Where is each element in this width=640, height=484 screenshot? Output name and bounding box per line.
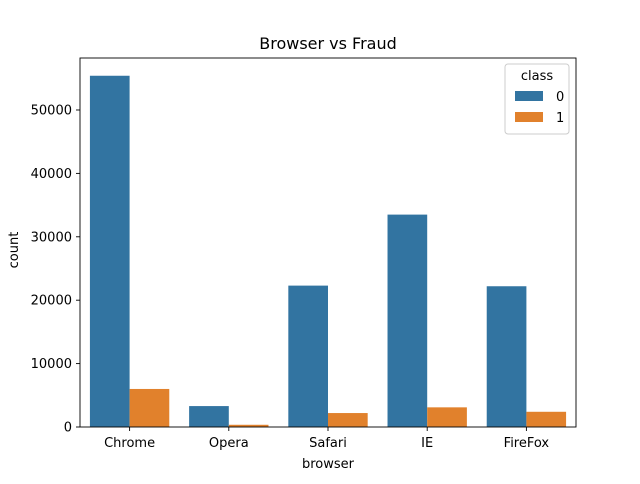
x-axis-label: browser: [302, 457, 355, 472]
legend-title: class: [521, 69, 553, 84]
bar-safari-class-1: [328, 413, 368, 427]
bar-chrome-class-1: [129, 388, 170, 427]
legend-swatch-class-1: [515, 112, 543, 122]
y-tick-label: 20000: [31, 294, 72, 309]
x-tick-label: Safari: [309, 436, 347, 451]
bar-chrome-class-0: [89, 75, 130, 428]
legend-swatch-class-0: [515, 91, 543, 101]
bar-ie-class-1: [427, 407, 467, 427]
y-tick-label: 30000: [31, 230, 72, 245]
bar-firefox-class-0: [486, 286, 527, 427]
y-tick-label: 40000: [31, 167, 72, 182]
y-axis-label: count: [7, 232, 22, 269]
bar-ie-class-0: [387, 214, 428, 427]
x-tick-label: FireFox: [504, 436, 550, 451]
bar-opera-class-1: [228, 424, 269, 427]
x-tick-label: IE: [421, 436, 433, 451]
legend-label-class-0: 0: [556, 90, 564, 105]
y-tick-label: 10000: [31, 357, 72, 372]
y-tick-label: 50000: [31, 103, 72, 118]
chart-title: Browser vs Fraud: [259, 34, 397, 53]
bar-safari-class-0: [288, 285, 328, 427]
x-tick-label: Chrome: [104, 436, 155, 451]
bar-firefox-class-1: [526, 411, 567, 427]
bar-opera-class-0: [189, 406, 229, 427]
x-tick-label: Opera: [209, 436, 249, 451]
y-tick-label: 0: [64, 421, 72, 436]
axes-group: Chrome Opera Safari IE FireFox 0 10000 20000 300…: [31, 57, 577, 451]
bars-group: [89, 75, 567, 428]
legend-label-class-1: 1: [556, 111, 564, 126]
